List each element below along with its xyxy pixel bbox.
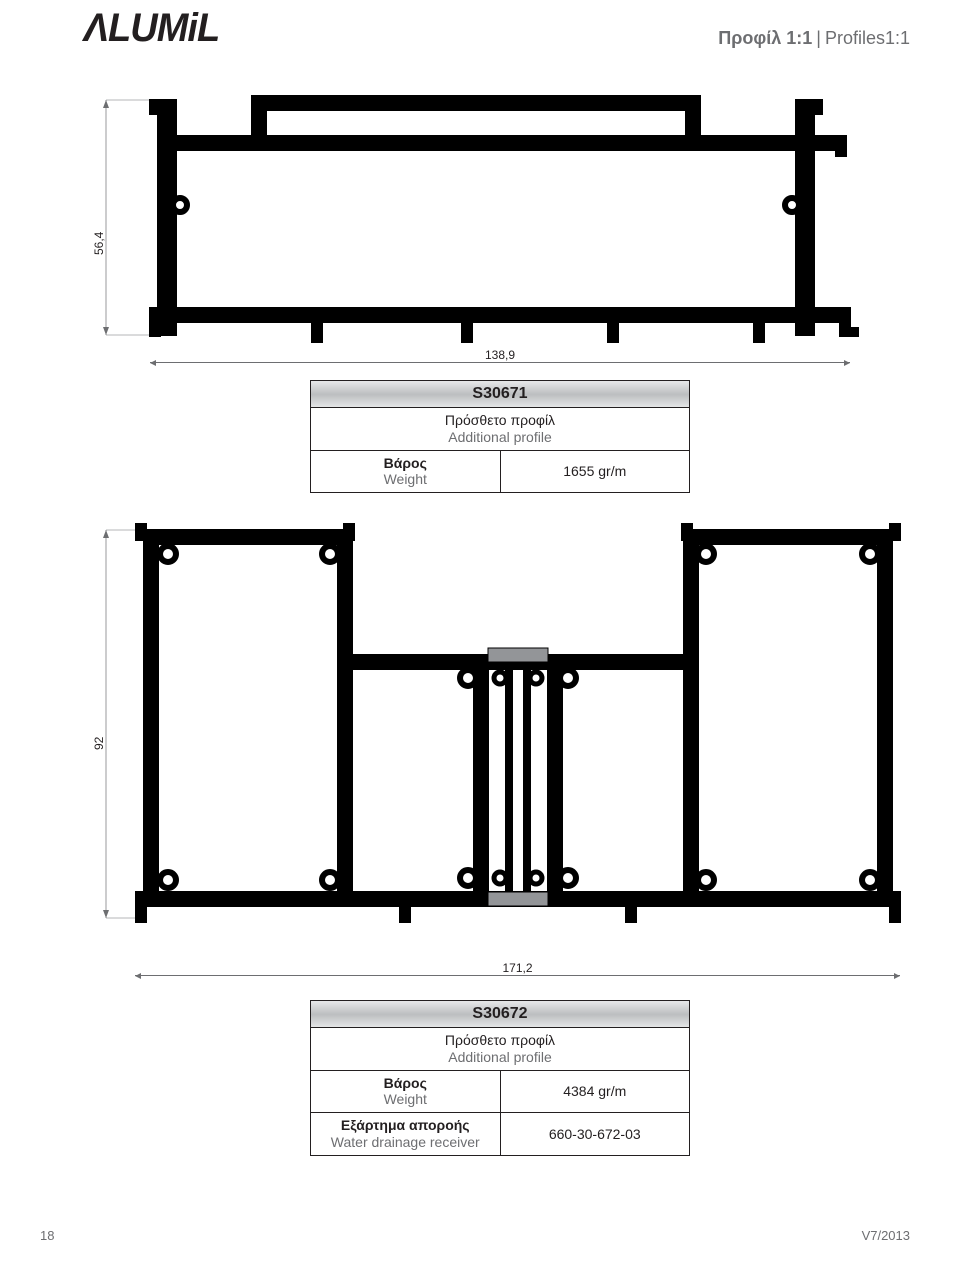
profile-drawing-2: 92 [80,520,900,950]
title-greek: Προφίλ 1:1 [718,28,812,48]
brand-logo: ΛLUMiL [84,6,220,51]
desc-1-gr: Πρόσθετο προφίλ [321,412,679,429]
weight-label-2-gr: Βάρος [321,1075,490,1092]
desc-2-en: Additional profile [321,1049,679,1066]
weight-label-2: Βάρος Weight [311,1070,501,1113]
code-2: S30672 [311,1001,690,1028]
code-1: S30671 [311,381,690,408]
profile-svg-1 [80,90,880,350]
dim-horizontal-2: 171,2 [135,961,900,975]
title-english: Profiles1:1 [825,28,910,48]
desc-1-en: Additional profile [321,429,679,446]
weight-label-1: Βάρος Weight [311,450,501,493]
info-table-2: S30672 Πρόσθετο προφίλ Additional profil… [310,1000,690,1156]
title-separator: | [812,28,825,48]
dim-horizontal-1-line [150,362,850,363]
info-table-1: S30671 Πρόσθετο προφίλ Additional profil… [310,380,690,493]
profile-drawing-1: 56,4 [80,90,880,350]
version-label: V7/2013 [862,1228,910,1243]
desc-2: Πρόσθετο προφίλ Additional profile [311,1028,690,1071]
weight-value-2: 4384 gr/m [500,1070,690,1113]
dim-vertical-2: 92 [92,737,106,750]
weight-label-1-en: Weight [321,471,490,488]
dim-vertical-1: 56,4 [92,232,106,255]
dim-horizontal-1: 138,9 [150,348,850,362]
weight-value-1: 1655 gr/m [500,450,690,493]
profile-svg-2 [80,520,920,950]
desc-2-gr: Πρόσθετο προφίλ [321,1032,679,1049]
page-header: ΛLUMiL Προφίλ 1:1|Profiles1:1 [0,0,960,60]
drain-label-en: Water drainage receiver [321,1134,490,1151]
page-number: 18 [40,1228,54,1243]
drain-label-gr: Εξάρτημα αποροής [321,1117,490,1134]
weight-label-2-en: Weight [321,1091,490,1108]
drain-label: Εξάρτημα αποροής Water drainage receiver [311,1113,501,1156]
weight-label-1-gr: Βάρος [321,455,490,472]
desc-1: Πρόσθετο προφίλ Additional profile [311,408,690,451]
dim-horizontal-2-line [135,975,900,976]
page-title: Προφίλ 1:1|Profiles1:1 [718,28,910,49]
drain-value: 660-30-672-03 [500,1113,690,1156]
